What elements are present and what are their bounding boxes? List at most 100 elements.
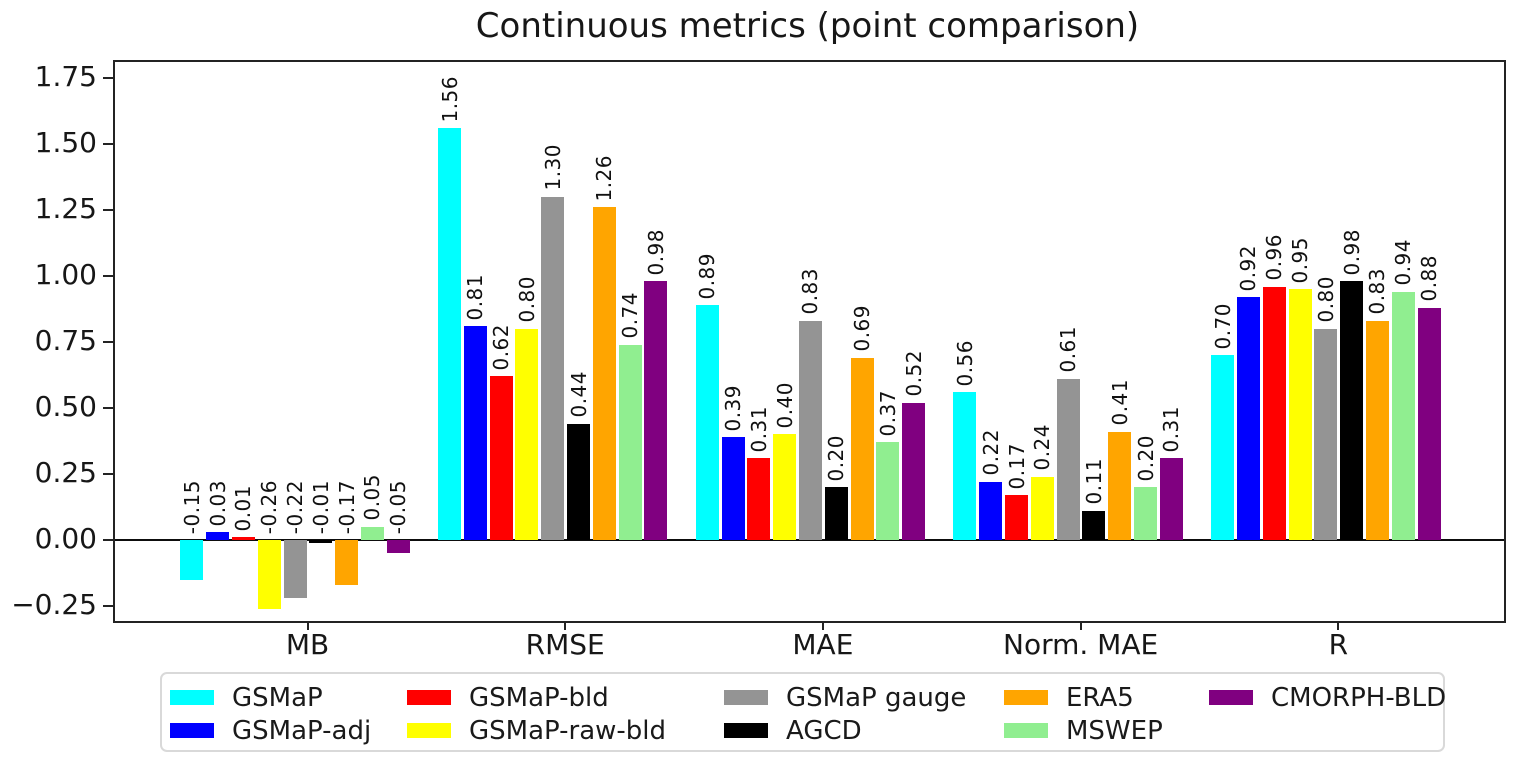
bar-gsmap-raw-bld-mb <box>257 540 281 609</box>
bar-gsmap-adj-r <box>1236 297 1260 540</box>
bar-value-label: 0.62 <box>489 323 514 371</box>
legend-swatch-era5 <box>1004 690 1048 705</box>
bar-mswep-r <box>1391 291 1415 540</box>
bar-value-label: 0.94 <box>1391 239 1416 286</box>
bar-value-label: -0.05 <box>386 479 411 534</box>
bar-cmorph-bld-rmse <box>644 281 668 540</box>
bar-value-label: 1.30 <box>540 144 565 191</box>
bar-value-label: -0.01 <box>308 479 333 534</box>
bar-gsmap-rmse <box>438 128 461 540</box>
bar-value-label: 0.03 <box>205 479 230 527</box>
bar-value-label: 0.80 <box>1313 276 1338 323</box>
bar-value-label: 0.88 <box>1417 255 1441 302</box>
bar-gsmap-adj-norm-mae <box>979 481 1003 540</box>
x-tick-label-mae: MAE <box>792 628 854 661</box>
bar-era5-mb <box>335 540 359 585</box>
x-tick-mark <box>1079 621 1082 630</box>
bar-value-label: 0.89 <box>695 252 720 300</box>
bar-agcd-rmse <box>567 423 590 540</box>
bar-value-label: 0.52 <box>901 350 926 397</box>
bar-era5-rmse <box>592 207 616 540</box>
bar-gsmap-bld-mae <box>747 458 771 540</box>
bar-gsmap-raw-bld-rmse <box>515 328 539 540</box>
bar-value-label: 0.95 <box>1288 236 1312 284</box>
y-tick-label: 1.25 <box>34 191 97 225</box>
bar-value-label: 0.44 <box>566 371 591 418</box>
bar-value-label: 0.81 <box>463 273 488 321</box>
bar-gsmap-gauge-mae <box>798 320 822 540</box>
bar-gsmap-mae <box>695 305 719 540</box>
bar-gsmap-gauge-r <box>1314 328 1338 540</box>
y-tick-mark <box>103 275 115 277</box>
bar-era5-mae <box>850 357 874 540</box>
bar-value-label: 0.05 <box>360 474 385 521</box>
bar-value-label: -0.15 <box>179 479 204 534</box>
y-tick-label: 0.25 <box>34 455 97 489</box>
bar-gsmap-adj-mb <box>206 532 230 540</box>
legend-label-gsmap-gauge: GSMaP gauge <box>786 683 967 713</box>
legend-swatch-agcd <box>724 723 768 738</box>
legend-label-agcd: AGCD <box>786 716 862 746</box>
y-tick-label: 0.75 <box>34 323 97 357</box>
bar-cmorph-bld-mb <box>386 540 410 554</box>
bar-value-label: 0.37 <box>875 389 900 437</box>
legend-label-gsmap-raw-bld: GSMaP-raw-bld <box>469 716 667 746</box>
legend-label-mswep: MSWEP <box>1066 716 1163 746</box>
y-tick-mark <box>103 407 115 409</box>
x-tick-mark <box>306 621 309 630</box>
bar-value-label: 0.22 <box>978 429 1003 476</box>
bar-mswep-mb <box>360 526 384 540</box>
y-tick-mark <box>103 209 115 211</box>
bar-value-label: -0.22 <box>283 479 307 534</box>
bar-value-label: 0.41 <box>1107 379 1132 426</box>
bar-era5-norm-mae <box>1108 431 1132 540</box>
y-tick-label: 1.00 <box>34 257 97 291</box>
bar-gsmap-norm-mae <box>953 392 977 540</box>
chart-title: Continuous metrics (point comparison) <box>475 6 1140 46</box>
bar-gsmap-raw-bld-r <box>1288 289 1312 540</box>
bar-gsmap-bld-norm-mae <box>1005 495 1028 540</box>
bar-agcd-mb <box>309 540 333 543</box>
y-tick-label: 0.00 <box>34 521 97 555</box>
bar-gsmap-bld-rmse <box>489 376 513 540</box>
bar-value-label: 0.24 <box>1030 424 1055 471</box>
x-tick-mark <box>1337 621 1340 630</box>
bar-gsmap-bld-r <box>1262 286 1286 540</box>
bar-value-label: 0.39 <box>721 384 745 432</box>
y-tick-label: 1.50 <box>34 125 97 159</box>
bar-gsmap-gauge-norm-mae <box>1056 378 1080 540</box>
bar-value-label: 0.61 <box>1056 326 1081 373</box>
bar-value-label: 0.80 <box>514 276 539 323</box>
zero-line <box>115 539 1504 541</box>
bar-agcd-mae <box>824 487 848 540</box>
bar-gsmap-mb <box>180 540 204 580</box>
bar-value-label: 0.17 <box>1004 442 1029 490</box>
x-tick-label-r: R <box>1328 628 1349 661</box>
bar-gsmap-raw-bld-norm-mae <box>1030 476 1054 540</box>
bar-value-label: 0.20 <box>1133 434 1158 482</box>
legend-label-cmorph-bld: CMORPH-BLD <box>1271 683 1447 713</box>
bar-era5-r <box>1365 320 1389 540</box>
y-tick-label: 1.75 <box>34 59 97 93</box>
bar-value-label: 0.20 <box>824 434 849 482</box>
bar-gsmap-gauge-mb <box>283 540 307 599</box>
bar-value-label: 0.98 <box>1339 228 1364 276</box>
legend-label-gsmap-bld: GSMaP-bld <box>469 683 609 713</box>
bar-value-label: 0.92 <box>1236 244 1261 292</box>
legend-swatch-gsmap-gauge <box>724 690 768 705</box>
y-tick-mark <box>103 341 115 343</box>
bar-gsmap-r <box>1211 355 1235 540</box>
legend: GSMaP GSMaP-adj GSMaP-bld GSMaP-raw-bld GSMa… <box>160 672 1447 752</box>
x-tick-mark <box>564 621 567 630</box>
bar-agcd-r <box>1340 281 1364 540</box>
y-tick-mark <box>103 473 115 475</box>
y-tick-mark <box>103 77 115 79</box>
y-tick-mark <box>103 605 115 607</box>
legend-swatch-gsmap-raw-bld <box>407 723 451 738</box>
bar-mswep-mae <box>876 442 900 540</box>
legend-label-gsmap-adj: GSMaP-adj <box>232 716 372 746</box>
x-tick-mark <box>821 621 824 630</box>
bar-value-label: -0.17 <box>334 479 359 534</box>
bar-value-label: 0.69 <box>850 305 874 352</box>
